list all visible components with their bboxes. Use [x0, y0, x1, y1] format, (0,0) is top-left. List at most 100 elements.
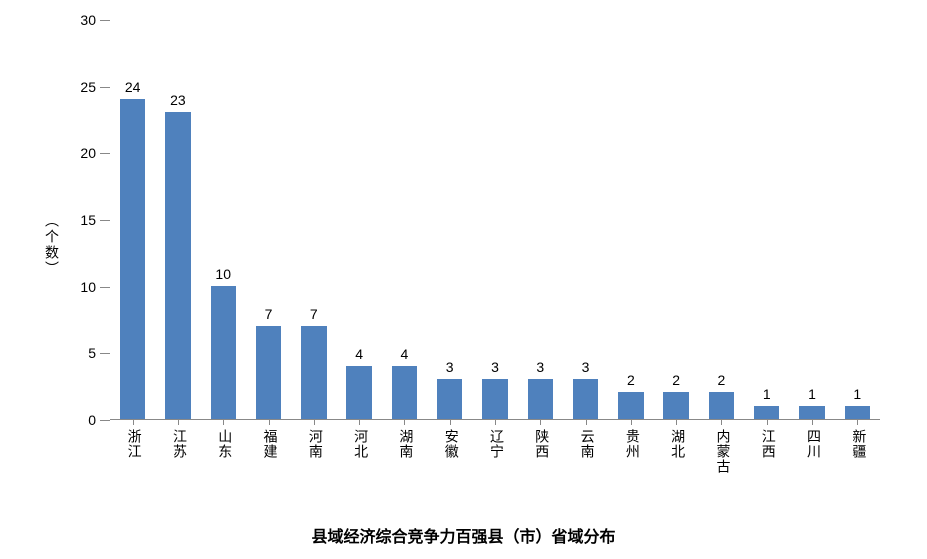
bar-rect [256, 326, 281, 419]
x-category-label: 湖北 [666, 429, 686, 459]
y-tick-label: 15 [80, 212, 96, 228]
bar: 7 [301, 326, 326, 419]
bar-rect [528, 379, 553, 419]
y-axis-label: （个数） [40, 213, 60, 277]
chart-container: （个数） 24231077443333222111 051015202530浙江… [40, 10, 890, 480]
bar-value-label: 1 [853, 386, 861, 402]
bar-rect [165, 112, 190, 419]
x-category-label: 陕西 [530, 429, 550, 459]
y-tick [100, 20, 110, 21]
y-tick [100, 220, 110, 221]
x-category-label: 江西 [757, 429, 777, 459]
x-tick [450, 419, 451, 425]
bar: 3 [437, 379, 462, 419]
bar-rect [845, 406, 870, 419]
y-tick [100, 353, 110, 354]
y-tick [100, 420, 110, 421]
x-category-label: 贵州 [621, 429, 641, 459]
bar: 10 [211, 286, 236, 419]
bar-rect [754, 406, 779, 419]
bar-rect [573, 379, 598, 419]
x-tick [586, 419, 587, 425]
bar-value-label: 7 [265, 306, 273, 322]
x-category-label: 河南 [304, 429, 324, 459]
bar: 2 [618, 392, 643, 419]
x-tick [314, 419, 315, 425]
y-tick [100, 287, 110, 288]
x-tick [767, 419, 768, 425]
bar-value-label: 10 [215, 266, 231, 282]
x-category-label: 安徽 [440, 429, 460, 459]
bar-rect [799, 406, 824, 419]
bar: 2 [663, 392, 688, 419]
x-tick [857, 419, 858, 425]
y-tick-label: 20 [80, 145, 96, 161]
bar: 1 [845, 406, 870, 419]
x-category-label: 新疆 [847, 429, 867, 459]
x-category-label: 四川 [802, 429, 822, 459]
bar-value-label: 24 [125, 79, 141, 95]
x-tick [495, 419, 496, 425]
bar-value-label: 4 [355, 346, 363, 362]
bar-rect [663, 392, 688, 419]
x-category-label: 辽宁 [485, 429, 505, 459]
x-tick [223, 419, 224, 425]
x-tick [359, 419, 360, 425]
x-tick [631, 419, 632, 425]
bar-value-label: 4 [400, 346, 408, 362]
y-tick-label: 25 [80, 79, 96, 95]
bar-rect [120, 99, 145, 419]
x-category-label: 云南 [576, 429, 596, 459]
bar: 1 [754, 406, 779, 419]
bar-value-label: 3 [446, 359, 454, 375]
x-category-label: 江苏 [168, 429, 188, 459]
x-tick [404, 419, 405, 425]
x-category-label: 福建 [259, 429, 279, 459]
y-tick [100, 87, 110, 88]
y-tick [100, 153, 110, 154]
bar-value-label: 1 [763, 386, 771, 402]
x-tick [133, 419, 134, 425]
y-tick-label: 0 [88, 412, 96, 428]
x-category-label: 内蒙古 [711, 429, 731, 474]
bar-rect [709, 392, 734, 419]
x-category-label: 河北 [349, 429, 369, 459]
x-tick [178, 419, 179, 425]
bar-value-label: 7 [310, 306, 318, 322]
y-tick-label: 30 [80, 12, 96, 28]
bar-value-label: 3 [536, 359, 544, 375]
bar: 4 [392, 366, 417, 419]
bar: 1 [799, 406, 824, 419]
bar-value-label: 3 [491, 359, 499, 375]
bar-value-label: 3 [582, 359, 590, 375]
bar-rect [301, 326, 326, 419]
bar-rect [392, 366, 417, 419]
bar-value-label: 2 [718, 372, 726, 388]
bar-value-label: 2 [627, 372, 635, 388]
y-tick-label: 5 [88, 345, 96, 361]
x-tick [540, 419, 541, 425]
bar-rect [346, 366, 371, 419]
x-category-label: 湖南 [394, 429, 414, 459]
bar-value-label: 23 [170, 92, 186, 108]
bar: 3 [528, 379, 553, 419]
bar: 3 [482, 379, 507, 419]
bar: 4 [346, 366, 371, 419]
bars-layer: 24231077443333222111 [110, 20, 880, 419]
bar-rect [618, 392, 643, 419]
bar-value-label: 2 [672, 372, 680, 388]
bar: 3 [573, 379, 598, 419]
bar-rect [437, 379, 462, 419]
bar: 24 [120, 99, 145, 419]
x-category-label: 浙江 [123, 429, 143, 459]
bar-rect [211, 286, 236, 419]
y-tick-label: 10 [80, 279, 96, 295]
x-tick [269, 419, 270, 425]
x-category-label: 山东 [213, 429, 233, 459]
x-tick [812, 419, 813, 425]
bar-value-label: 1 [808, 386, 816, 402]
chart-title: 县域经济综合竞争力百强县（市）省域分布 [0, 523, 927, 547]
x-tick [721, 419, 722, 425]
bar: 2 [709, 392, 734, 419]
bar: 23 [165, 112, 190, 419]
